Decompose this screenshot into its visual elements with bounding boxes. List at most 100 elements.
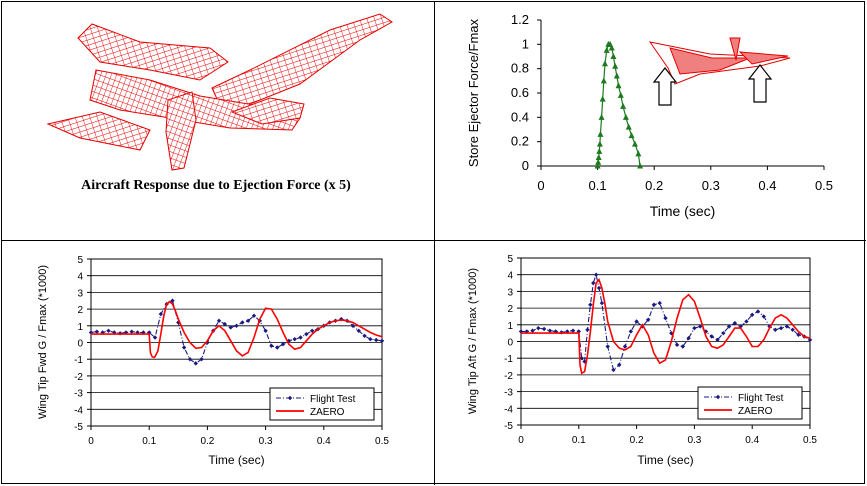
- store-ejection-illustration: [648, 37, 791, 106]
- legend-label: Flight Test: [738, 393, 784, 404]
- data-point: [615, 82, 622, 89]
- data-point: [158, 311, 164, 317]
- y-tick-label: 0.2: [511, 134, 529, 149]
- y-tick-label: -4: [504, 404, 513, 415]
- data-point: [275, 345, 280, 350]
- data-point: [617, 91, 624, 98]
- data-point: [152, 335, 158, 340]
- data-point: [216, 318, 222, 323]
- aircraft-caption: Aircraft Response due to Ejection Force …: [81, 178, 351, 193]
- y-tick-label: 1.2: [511, 12, 529, 27]
- data-point: [680, 344, 686, 349]
- data-point: [657, 300, 662, 306]
- data-point: [625, 123, 632, 130]
- y-tick-label: 3: [507, 287, 513, 298]
- data-point: [234, 323, 239, 328]
- data-point: [588, 302, 593, 307]
- legend-box: [269, 387, 375, 421]
- data-point: [692, 325, 697, 331]
- chart-aft: 0 0.1 0.2 0.3 0.4 0.5 -5 -4 -3 -2 -1 0 1 2 3 4 5 Time (se…: [467, 254, 817, 467]
- data-point: [674, 342, 680, 348]
- data-point: [635, 150, 642, 157]
- data-point: [280, 341, 286, 347]
- data-point: [536, 325, 541, 331]
- data-point: [634, 319, 639, 324]
- data-point: [181, 345, 187, 350]
- data-point: [620, 102, 627, 109]
- data-point: [251, 313, 257, 318]
- data-point: [628, 132, 635, 139]
- data-point: [598, 113, 605, 120]
- data-point: [187, 357, 193, 362]
- data-point: [601, 60, 608, 67]
- data-point: [611, 367, 616, 373]
- data-point: [530, 328, 535, 333]
- y-tick-label: 0: [522, 158, 529, 173]
- x-tick-label: 0.4: [317, 436, 331, 447]
- x-tick-label: 0.3: [687, 435, 701, 446]
- data-point: [761, 314, 766, 319]
- data-point: [263, 328, 268, 334]
- data-point: [697, 324, 703, 329]
- y-tick-label: 2: [77, 305, 83, 316]
- data-point: [593, 272, 599, 277]
- x-axis-label: Time (sec): [650, 203, 716, 219]
- x-tick-label: 0.4: [758, 178, 776, 193]
- y-axis-label: Store Ejector Force/Fmax: [466, 18, 481, 167]
- data-point: [553, 329, 558, 334]
- chart-fwd: 0 0.1 0.2 0.3 0.4 0.5 -5 -4 -3 -2 -1 0 1 2 3 4 5 Time (se…: [37, 255, 389, 467]
- y-tick-label: -5: [74, 422, 83, 433]
- data-point: [612, 62, 619, 69]
- data-point: [610, 53, 617, 59]
- data-point: [599, 300, 605, 306]
- data-point: [715, 337, 720, 343]
- data-point: [596, 147, 603, 154]
- y-tick-label: 0.8: [511, 61, 529, 76]
- data-point: [778, 325, 784, 331]
- data-point: [703, 329, 709, 334]
- y-tick-label: -4: [74, 405, 83, 416]
- y-tick-label: 1: [507, 321, 513, 332]
- aircraft-fuselage: [46, 69, 305, 171]
- data-point: [576, 329, 581, 334]
- series-line: [90, 299, 383, 365]
- data-point: [368, 336, 373, 342]
- data-point: [547, 328, 553, 333]
- y-tick-label: -1: [74, 355, 83, 366]
- data-point: [240, 320, 245, 325]
- data-point: [637, 162, 644, 169]
- data-point: [663, 315, 668, 321]
- y-tick-label: 4: [77, 272, 83, 283]
- chart-ejector: 0 0.1 0.2 0.3 0.4 0.5 0 0.2 0.4 0.6 0.8 1 1.2 Time (s…: [466, 12, 833, 219]
- data-point: [356, 328, 361, 334]
- y-tick-label: 1: [77, 322, 83, 333]
- data-point: [726, 324, 732, 329]
- legend-label: Flight Test: [310, 394, 356, 405]
- legend: Flight Test ZAERO: [697, 386, 803, 420]
- data-point: [622, 113, 629, 120]
- data-point: [570, 328, 576, 333]
- series-line: [91, 300, 383, 359]
- data-point: [651, 302, 657, 307]
- y-tick-label: 0: [77, 339, 83, 350]
- x-axis-label: Time (sec): [208, 453, 264, 467]
- x-tick-label: 0: [88, 436, 94, 447]
- y-tick-label: 3: [77, 288, 83, 299]
- y-tick-label: 4: [507, 271, 513, 282]
- data-point: [622, 344, 628, 349]
- panel-divider-vertical: [434, 2, 435, 485]
- data-point: [362, 333, 367, 339]
- data-point: [304, 331, 309, 337]
- data-point: [599, 95, 606, 102]
- data-point: [595, 158, 602, 165]
- data-point: [129, 329, 134, 334]
- x-axis-label: Time (sec): [637, 453, 693, 467]
- data-point: [541, 326, 547, 332]
- data-point: [790, 327, 795, 333]
- data-point: [591, 280, 596, 286]
- x-tick-label: 0: [537, 178, 544, 193]
- data-point: [199, 357, 204, 362]
- x-tick-label: 0.5: [375, 436, 389, 447]
- x-tick-label: 0.3: [259, 436, 273, 447]
- x-tick-label: 0.5: [815, 178, 833, 193]
